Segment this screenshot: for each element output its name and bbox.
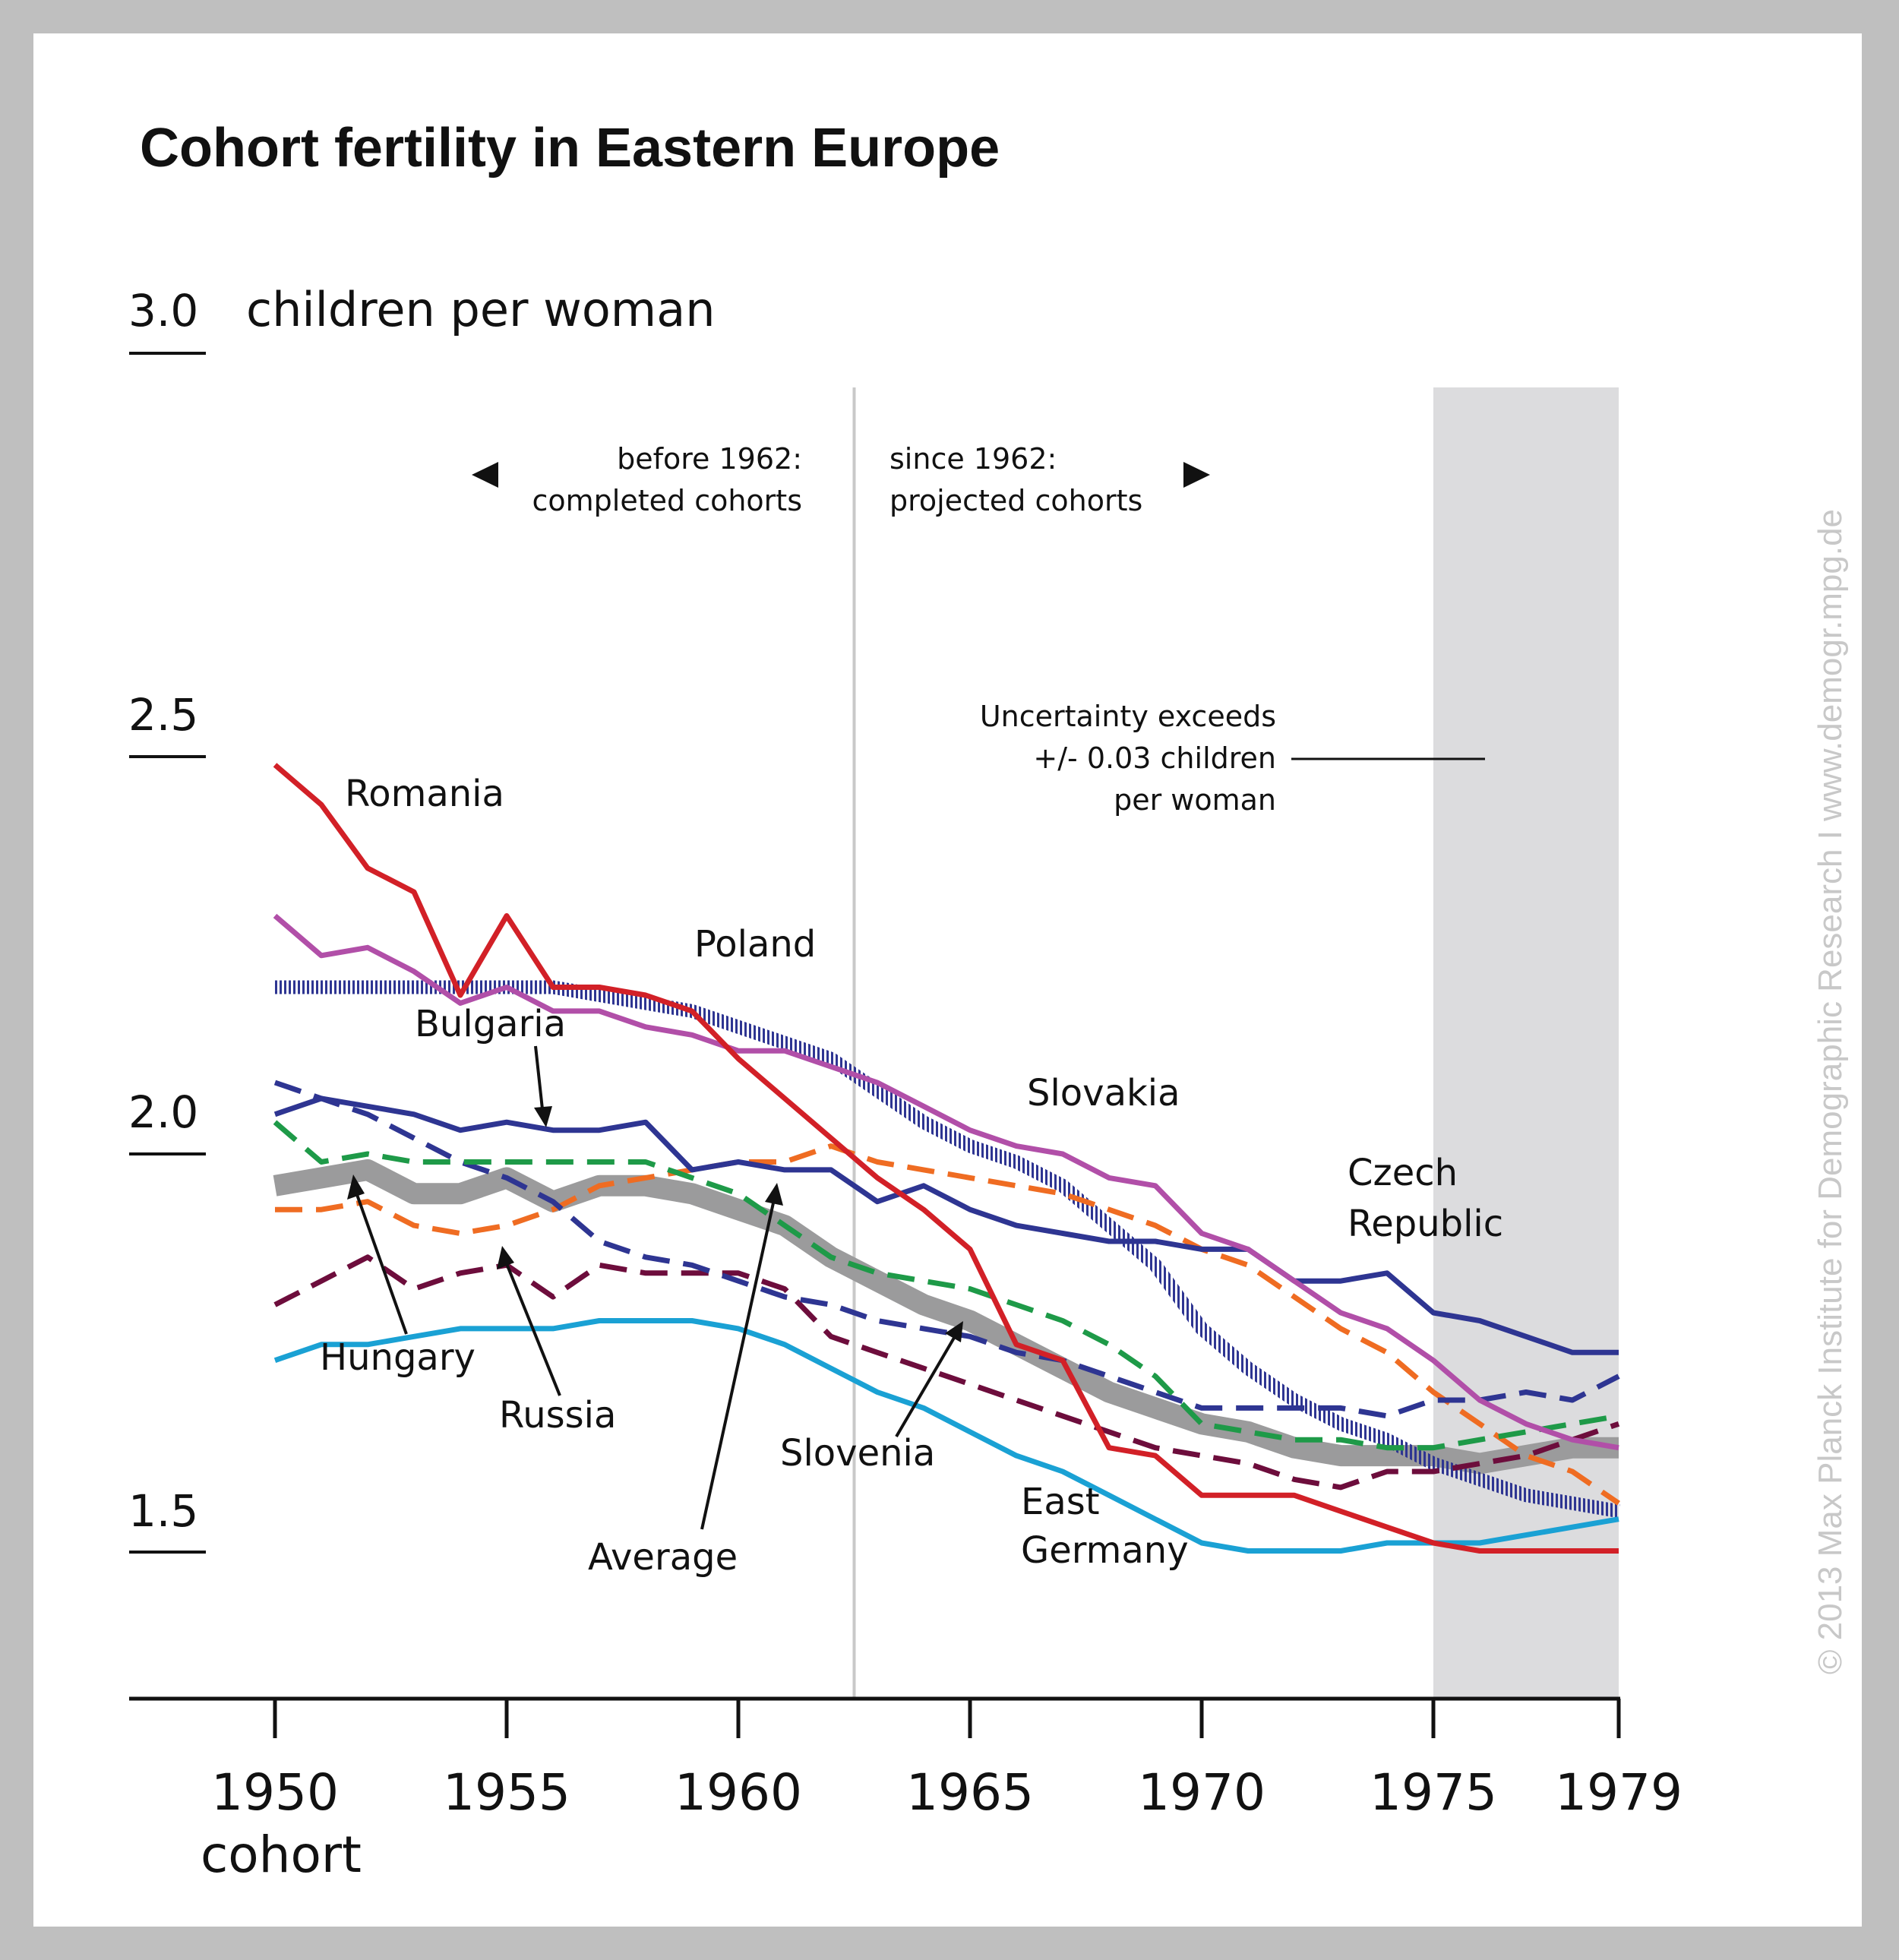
- left-arrow-icon: [472, 462, 498, 488]
- series-layer: [273, 763, 1620, 1554]
- x-tick-label: 1960: [675, 1763, 802, 1822]
- average-pointer-head-icon: [765, 1183, 783, 1206]
- right-arrow-icon: [1183, 462, 1210, 488]
- projection-annotations: before 1962: completed cohorts since 196…: [472, 442, 1210, 517]
- y-tick-label: 3.0: [128, 285, 198, 337]
- x-axis-label: cohort: [201, 1826, 362, 1884]
- x-tick-label: 1965: [906, 1763, 1034, 1822]
- slovenia-pointer: [895, 1336, 956, 1438]
- label-east-germany-line2: Germany: [1021, 1529, 1189, 1572]
- left-note-line1: before 1962:: [617, 442, 802, 476]
- y-axis-ticks: 3.0 2.5 2.0 1.5: [128, 285, 206, 1554]
- chart-title: Cohort fertility in Eastern Europe: [140, 118, 1000, 179]
- series-line-czech-republic: [273, 1095, 1619, 1355]
- label-pointers: [347, 1045, 963, 1530]
- x-tick-label: 1950: [211, 1763, 339, 1822]
- right-note-line2: projected cohorts: [889, 484, 1142, 517]
- uncertainty-line3: per woman: [1114, 783, 1276, 817]
- series-line-bulgaria: [273, 1120, 1619, 1451]
- label-czech-line2: Republic: [1348, 1203, 1503, 1245]
- label-czech-line1: Czech: [1348, 1152, 1458, 1194]
- y-tick-label: 2.5: [128, 689, 198, 741]
- label-romania: Romania: [345, 773, 504, 815]
- series-line-hungary: [275, 1143, 1620, 1506]
- label-average: Average: [588, 1536, 738, 1579]
- y-tick-label: 1.5: [128, 1485, 198, 1537]
- uncertainty-line1: Uncertainty exceeds: [980, 700, 1276, 733]
- label-slovenia: Slovenia: [780, 1432, 935, 1475]
- average-pointer: [700, 1199, 776, 1530]
- series-line-slovakia: [273, 913, 1619, 1451]
- hungary-pointer: [354, 1190, 408, 1335]
- right-note-line1: since 1962:: [889, 442, 1057, 476]
- uncertainty-annotation: Uncertainty exceeds +/- 0.03 children pe…: [980, 700, 1485, 817]
- left-note-line2: completed cohorts: [532, 484, 803, 517]
- bulgaria-pointer: [534, 1045, 545, 1117]
- bulgaria-pointer-head-icon: [534, 1106, 552, 1127]
- series-line-east-germany: [273, 1318, 1619, 1554]
- y-tick-label: 2.0: [128, 1086, 198, 1138]
- x-tick-label: 1975: [1370, 1763, 1497, 1822]
- series-line-poland: [275, 980, 1620, 1519]
- x-tick-label: 1970: [1138, 1763, 1265, 1822]
- slovenia-pointer-head-icon: [945, 1321, 963, 1342]
- label-bulgaria: Bulgaria: [415, 1003, 566, 1045]
- label-east-germany-line1: East: [1021, 1481, 1100, 1523]
- y-axis-label: children per woman: [246, 282, 716, 337]
- uncertainty-line2: +/- 0.03 children: [1033, 741, 1276, 775]
- x-axis-ticks: 1950 1955 1960 1965 1970 1975 1979: [211, 1699, 1683, 1822]
- russia-pointer: [504, 1261, 561, 1396]
- x-tick-label: 1979: [1555, 1763, 1683, 1822]
- series-line-romania: [273, 763, 1619, 1554]
- fertility-chart: Cohort fertility in Eastern Europe child…: [128, 118, 1849, 1884]
- label-hungary: Hungary: [320, 1336, 476, 1379]
- label-slovakia: Slovakia: [1027, 1072, 1180, 1114]
- series-line-average: [273, 1159, 1619, 1475]
- hungary-pointer-head-icon: [347, 1174, 365, 1200]
- russia-pointer-head-icon: [497, 1246, 514, 1269]
- copyright-credit: © 2013 Max Planck Institute for Demograp…: [1812, 509, 1849, 1674]
- x-tick-label: 1955: [443, 1763, 570, 1822]
- series-labels: Romania Poland Bulgaria Slovakia Czech R…: [320, 773, 1503, 1579]
- label-poland: Poland: [694, 923, 816, 966]
- chart-card: Cohort fertility in Eastern Europe child…: [33, 33, 1862, 1927]
- label-russia: Russia: [499, 1394, 616, 1437]
